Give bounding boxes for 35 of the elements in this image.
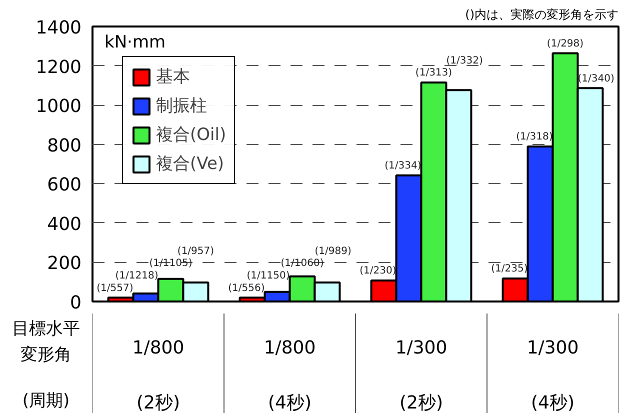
- data-label: (1/230): [360, 266, 396, 277]
- category-label: 1/300 (2秒): [395, 338, 448, 413]
- data-label: (1/1150): [246, 270, 290, 282]
- category-label: 1/300 (4秒): [526, 338, 579, 413]
- data-label: (1/235): [491, 264, 528, 275]
- text: 目標水平: [11, 319, 81, 339]
- y-tick-label: 0: [70, 292, 82, 314]
- data-label: (1/957): [177, 246, 214, 257]
- y-tick-label: 200: [47, 253, 82, 274]
- text: (周期): [21, 391, 71, 411]
- data-label: (1/1060): [280, 258, 324, 270]
- data-label: (1/989): [314, 246, 352, 257]
- data-label: (1/340): [578, 73, 614, 84]
- text: 変形角: [20, 345, 72, 365]
- y-tick-label: 1200: [36, 56, 82, 78]
- data-label: (1/298): [546, 38, 584, 50]
- legend-label: 制振柱: [156, 95, 207, 117]
- category-label: 1/800 (2秒): [132, 338, 184, 413]
- text: ()内は、実際の変形角を示す: [465, 8, 619, 22]
- data-label: (1/556): [228, 282, 265, 294]
- y-tick-label: 800: [47, 135, 82, 156]
- legend-label: 複合(Oil): [156, 124, 226, 146]
- data-label: (1/313): [415, 68, 452, 79]
- y-tick-label: 600: [47, 174, 82, 196]
- data-label: (1/557): [96, 282, 134, 294]
- category-label: 1/800 (4秒): [264, 338, 316, 413]
- data-label: (1/1218): [115, 270, 158, 282]
- legend-label: 複合(Ve): [156, 153, 224, 175]
- annotation: kN·mm: [104, 32, 166, 52]
- y-tick-label: 1000: [36, 96, 82, 118]
- data-label: (1/1105): [149, 258, 192, 270]
- y-tick-label: 400: [47, 214, 82, 235]
- y-tick-label: 1400: [36, 18, 82, 38]
- data-label: (1/332): [446, 55, 483, 66]
- legend-label: 基本: [156, 66, 190, 88]
